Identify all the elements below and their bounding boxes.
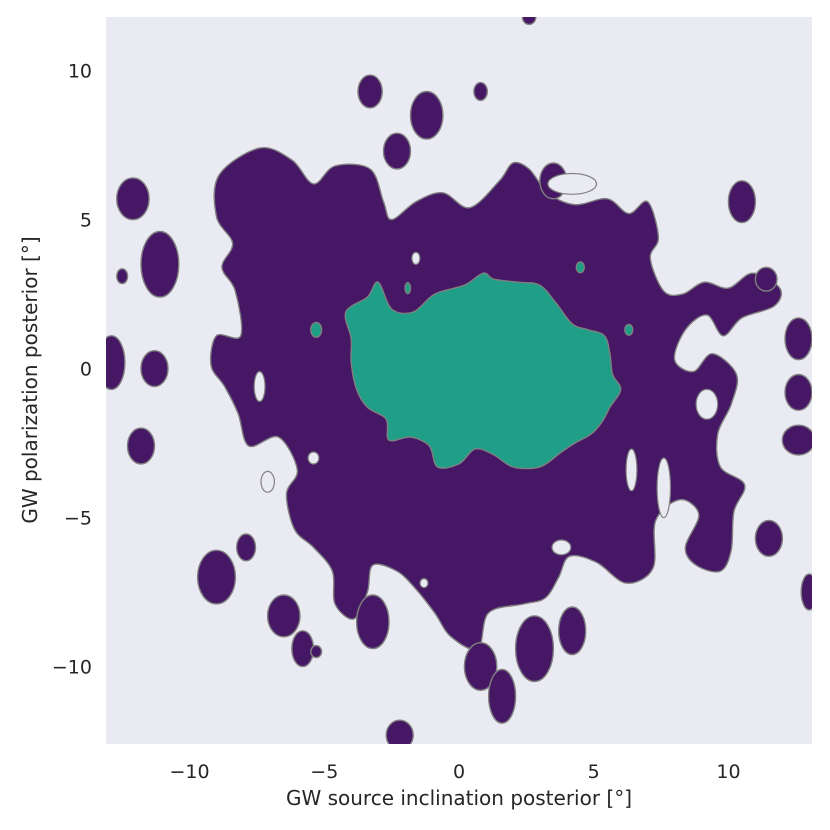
- y-tick-label: 5: [80, 210, 92, 232]
- outer-blob-17: [800, 573, 812, 611]
- outer-hole-3: [253, 371, 266, 403]
- outer-blob-0: [115, 177, 150, 221]
- y-axis-label: GW polarization posterior [°]: [18, 236, 42, 523]
- outer-hole-8: [419, 577, 429, 589]
- inner-blob-2: [624, 323, 634, 336]
- outer-blob-5: [126, 427, 156, 465]
- outer-blob-19: [291, 630, 315, 668]
- y-tick-label: −10: [52, 657, 92, 679]
- outer-blob-11: [727, 180, 757, 224]
- inner-contour-level: [310, 261, 634, 470]
- inner-main-region: [344, 272, 622, 470]
- inner-blob-3: [404, 282, 412, 295]
- x-tick-label: −10: [169, 761, 209, 783]
- inner-blob-0: [310, 321, 323, 338]
- x-tick-label: 10: [716, 761, 740, 783]
- x-axis-label: GW source inclination posterior [°]: [286, 786, 632, 810]
- outer-blob-27: [558, 606, 587, 656]
- outer-hole-2: [625, 448, 638, 492]
- x-tick-label: 5: [588, 761, 600, 783]
- x-tick-label: −5: [310, 761, 338, 783]
- outer-blob-24: [463, 642, 498, 692]
- outer-blob-8: [473, 81, 488, 102]
- outer-hole-7: [411, 251, 421, 265]
- outer-blob-26: [514, 615, 555, 683]
- outer-blob-1: [140, 230, 180, 298]
- outer-blob-20: [196, 549, 237, 605]
- inner-blob-1: [575, 261, 585, 274]
- y-tick-label: −5: [64, 508, 92, 530]
- outer-blob-9: [521, 17, 537, 26]
- outer-blob-21: [236, 533, 257, 562]
- outer-blob-15: [781, 424, 812, 456]
- outer-blob-3: [140, 350, 169, 388]
- outer-blob-4: [106, 335, 126, 391]
- outer-blob-23: [385, 719, 414, 744]
- outer-hole-1: [656, 457, 672, 519]
- outer-hole-6: [695, 388, 719, 420]
- outer-blob-2: [116, 268, 129, 285]
- outer-blob-6: [357, 74, 383, 109]
- x-tick-label: 0: [453, 761, 465, 783]
- x-tick-labels: −10 −5 0 5 10: [169, 761, 740, 783]
- outer-hole-5: [307, 451, 320, 465]
- contour-layers: [106, 17, 812, 744]
- outer-blob-22: [355, 594, 390, 650]
- outer-blob-25: [487, 668, 517, 724]
- outer-blob-13: [784, 317, 812, 361]
- outer-hole-0: [547, 172, 598, 195]
- outer-blob-12: [754, 266, 778, 292]
- y-tick-labels: −10 −5 0 5 10: [52, 61, 92, 679]
- outer-blob-14: [784, 373, 812, 411]
- outer-hole-4: [260, 470, 275, 493]
- outer-blob-28: [310, 644, 323, 659]
- outer-blob-18: [266, 594, 301, 638]
- outer-blob-7: [409, 90, 444, 140]
- y-tick-label: 10: [68, 61, 92, 83]
- outer-blob-16: [754, 519, 784, 557]
- outer-blob-10: [382, 132, 412, 170]
- outer-hole-9: [551, 539, 572, 556]
- y-tick-label: 0: [80, 359, 92, 381]
